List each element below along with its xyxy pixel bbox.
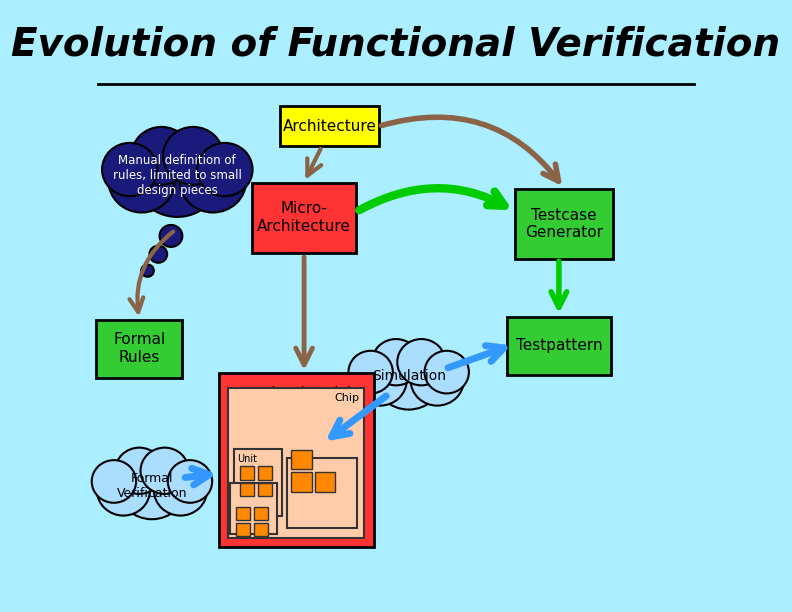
FancyBboxPatch shape <box>234 449 282 516</box>
Circle shape <box>197 143 253 196</box>
Text: Manual definition of
rules, limited to small
design pieces: Manual definition of rules, limited to s… <box>113 154 242 196</box>
FancyArrowPatch shape <box>359 188 505 211</box>
Circle shape <box>134 133 221 217</box>
Circle shape <box>102 143 158 196</box>
Circle shape <box>398 339 445 386</box>
FancyBboxPatch shape <box>240 483 254 496</box>
FancyBboxPatch shape <box>236 523 250 536</box>
FancyBboxPatch shape <box>287 458 356 528</box>
Text: Testpattern: Testpattern <box>516 338 602 353</box>
Circle shape <box>115 447 163 494</box>
FancyBboxPatch shape <box>228 388 364 537</box>
Circle shape <box>163 127 223 185</box>
Circle shape <box>372 339 420 386</box>
Circle shape <box>131 127 192 185</box>
FancyBboxPatch shape <box>240 466 254 480</box>
Circle shape <box>353 354 407 406</box>
Circle shape <box>109 149 175 212</box>
Circle shape <box>348 351 393 394</box>
Circle shape <box>168 460 212 503</box>
Circle shape <box>154 465 207 515</box>
FancyBboxPatch shape <box>258 483 272 496</box>
Circle shape <box>150 245 167 263</box>
Circle shape <box>159 225 182 247</box>
Text: Evolution of Functional Verification: Evolution of Functional Verification <box>11 25 781 63</box>
FancyBboxPatch shape <box>515 188 613 259</box>
Text: Formal
Rules: Formal Rules <box>113 332 166 365</box>
Circle shape <box>140 447 188 494</box>
Text: Micro-
Architecture: Micro- Architecture <box>257 201 351 234</box>
FancyArrowPatch shape <box>382 117 558 181</box>
FancyBboxPatch shape <box>230 483 277 534</box>
FancyBboxPatch shape <box>254 507 268 520</box>
FancyBboxPatch shape <box>254 523 268 536</box>
Text: Unit: Unit <box>237 454 257 464</box>
FancyBboxPatch shape <box>291 472 312 492</box>
Circle shape <box>410 354 464 406</box>
Text: RTL-level Model: RTL-level Model <box>242 386 351 400</box>
FancyBboxPatch shape <box>507 316 611 375</box>
Text: Formal
Verification: Formal Verification <box>116 472 187 500</box>
Text: Architecture: Architecture <box>283 119 376 134</box>
Circle shape <box>97 465 150 515</box>
Text: Testcase
Generator: Testcase Generator <box>525 207 603 240</box>
Circle shape <box>180 149 246 212</box>
FancyBboxPatch shape <box>97 319 182 378</box>
FancyBboxPatch shape <box>280 106 379 146</box>
FancyBboxPatch shape <box>291 450 312 469</box>
FancyBboxPatch shape <box>315 472 335 492</box>
Circle shape <box>92 460 136 503</box>
Text: Chip: Chip <box>334 393 360 403</box>
FancyBboxPatch shape <box>219 373 374 547</box>
Text: Simulation: Simulation <box>371 369 446 383</box>
FancyBboxPatch shape <box>236 507 250 520</box>
Circle shape <box>374 343 444 409</box>
FancyBboxPatch shape <box>258 466 272 480</box>
Circle shape <box>425 351 469 394</box>
FancyBboxPatch shape <box>252 182 356 253</box>
Circle shape <box>117 452 187 519</box>
Circle shape <box>141 264 154 277</box>
FancyArrowPatch shape <box>130 231 173 312</box>
